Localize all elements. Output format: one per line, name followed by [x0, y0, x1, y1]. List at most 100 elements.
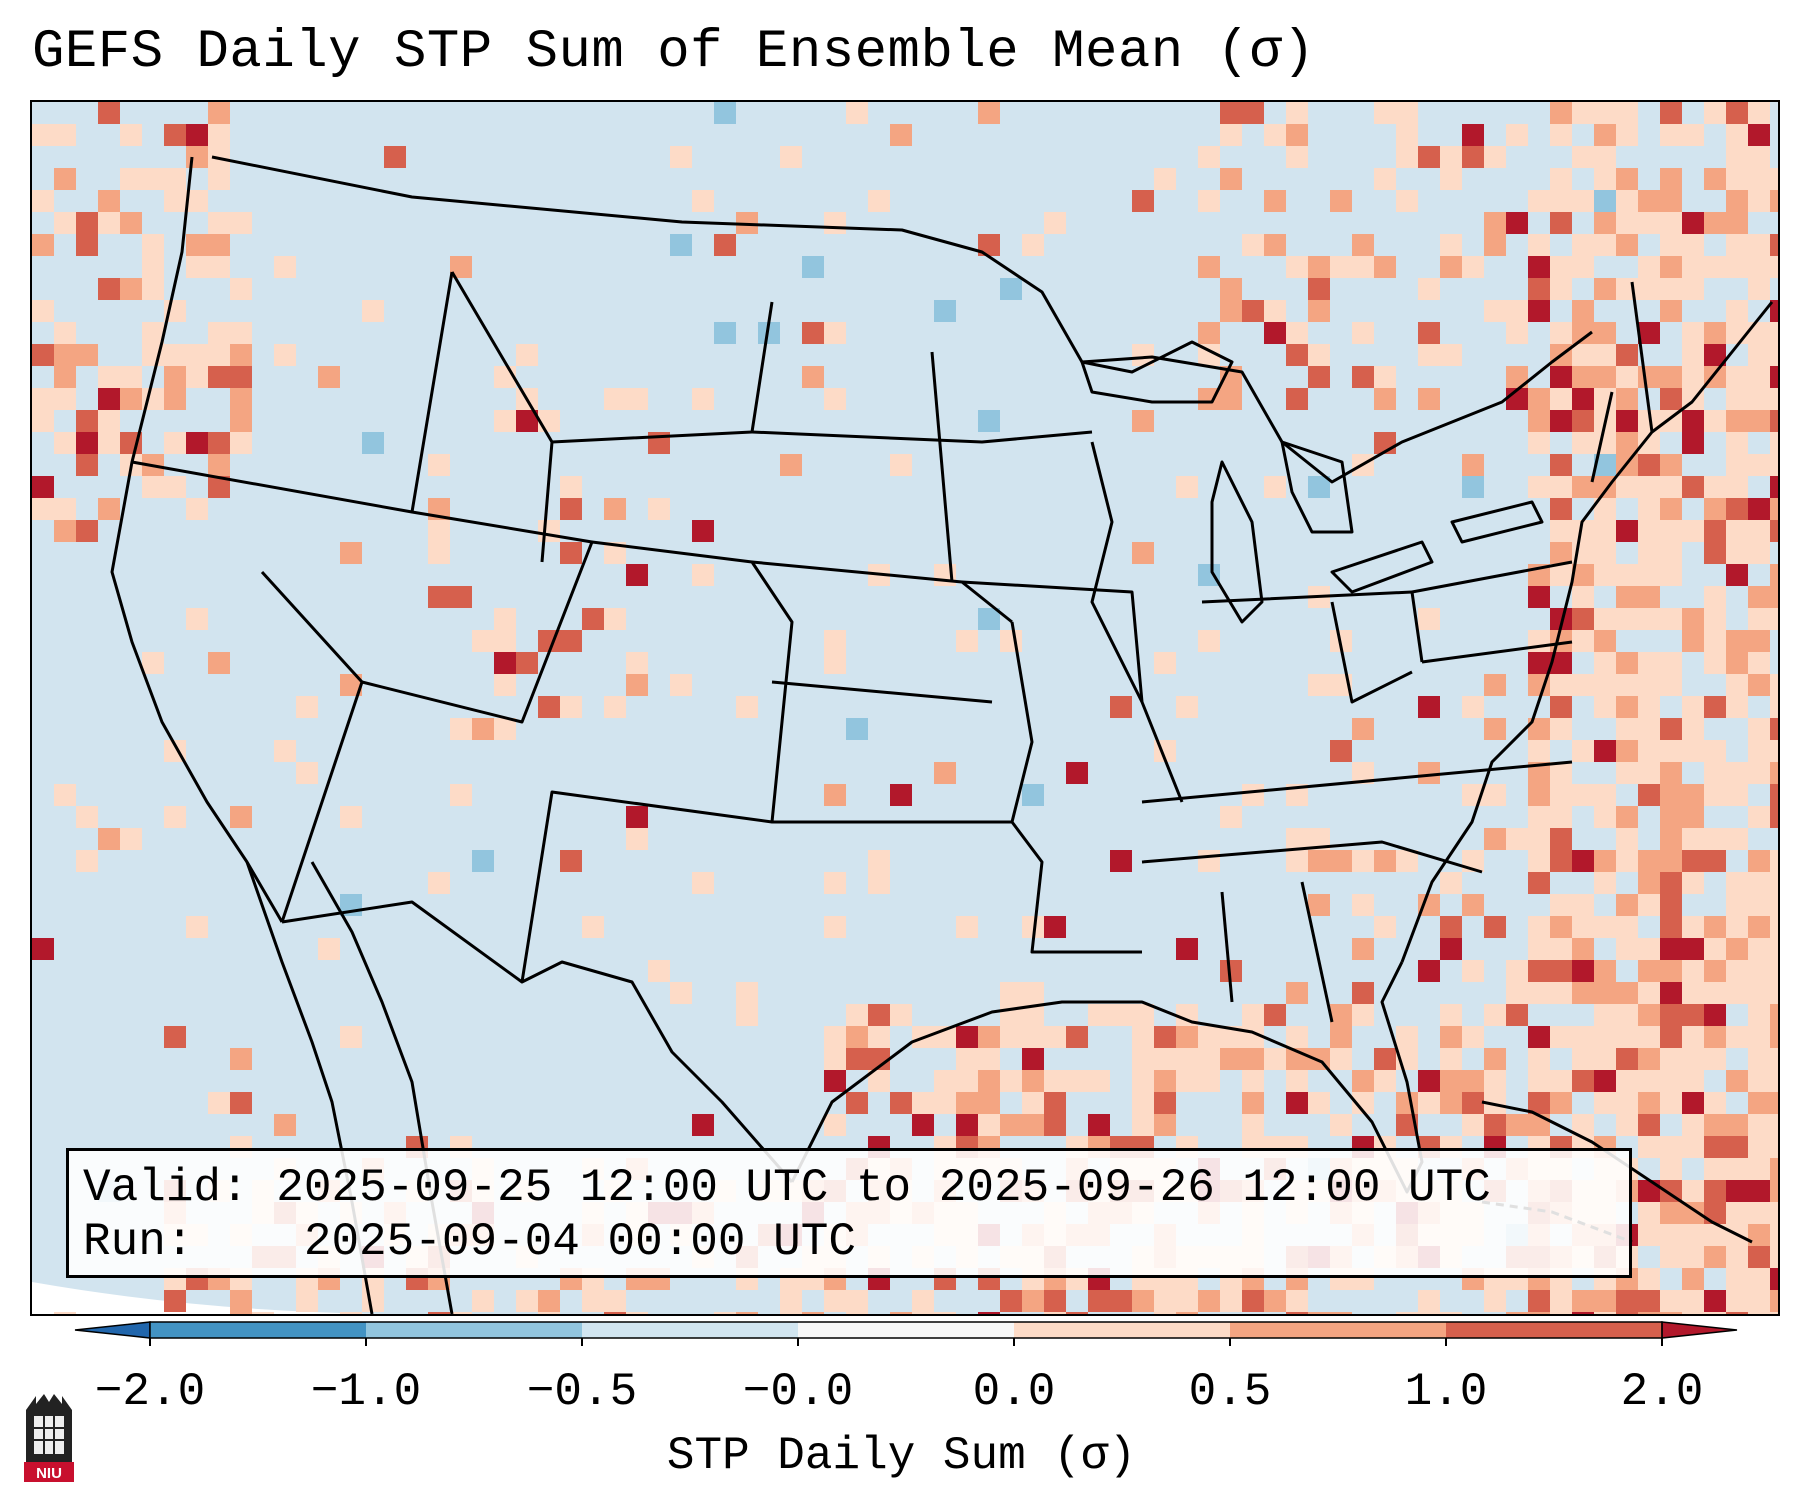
stp-cell — [1638, 454, 1660, 476]
stp-cell — [1638, 938, 1660, 960]
stp-cell — [1462, 476, 1484, 498]
stp-cell — [1396, 1114, 1418, 1136]
stp-cell — [1396, 1092, 1418, 1114]
stp-cell — [1616, 762, 1638, 784]
stp-cell — [1000, 630, 1022, 652]
stp-cell — [1440, 234, 1462, 256]
stp-cell — [54, 212, 76, 234]
stp-cell — [1550, 696, 1572, 718]
stp-cell — [1462, 146, 1484, 168]
stp-cell — [1528, 982, 1550, 1004]
stp-cell — [780, 1290, 802, 1312]
stp-cell — [1748, 542, 1770, 564]
stp-cell — [1770, 190, 1778, 212]
colorbar-tick-label: 0.5 — [1188, 1366, 1272, 1418]
stp-cell — [1770, 872, 1778, 894]
stp-cell — [1682, 608, 1704, 630]
stp-cell — [1220, 102, 1242, 124]
stp-cell — [1572, 740, 1594, 762]
stp-cell — [978, 1114, 1000, 1136]
stp-cell — [1660, 542, 1682, 564]
stp-cell — [1660, 1026, 1682, 1048]
stp-cell — [1308, 1312, 1330, 1314]
stp-cell — [1396, 190, 1418, 212]
stp-cell — [1352, 938, 1374, 960]
stp-cell — [1682, 740, 1704, 762]
stp-cell — [142, 234, 164, 256]
stp-cell — [1594, 740, 1616, 762]
stp-cell — [1660, 718, 1682, 740]
stp-cell — [1154, 1070, 1176, 1092]
stp-cell — [1308, 1092, 1330, 1114]
stp-cell — [362, 432, 384, 454]
stp-cell — [1154, 1290, 1176, 1312]
stp-cell — [1748, 1224, 1770, 1246]
stp-cell — [164, 344, 186, 366]
stp-cell — [1572, 1026, 1594, 1048]
stp-cell — [1000, 1070, 1022, 1092]
stp-cell — [1682, 322, 1704, 344]
stp-cell — [1748, 454, 1770, 476]
stp-cell — [1660, 190, 1682, 212]
stp-cell — [1660, 828, 1682, 850]
stp-cell — [1528, 806, 1550, 828]
stp-cell — [1308, 674, 1330, 696]
stp-cell — [1638, 476, 1660, 498]
stp-cell — [428, 454, 450, 476]
stp-cell — [1748, 410, 1770, 432]
stp-cell — [1770, 168, 1778, 190]
stp-cell — [1770, 1268, 1778, 1290]
stp-cell — [846, 1026, 868, 1048]
stp-cell — [1506, 366, 1528, 388]
stp-cell — [934, 1092, 956, 1114]
stp-cell — [1638, 366, 1660, 388]
stp-cell — [1770, 1136, 1778, 1158]
stp-cell — [1682, 1268, 1704, 1290]
stp-cell — [1198, 146, 1220, 168]
stp-cell — [1220, 1290, 1242, 1312]
stp-cell — [890, 454, 912, 476]
stp-cell — [1110, 1004, 1132, 1026]
stp-cell — [494, 674, 516, 696]
stp-cell — [1660, 168, 1682, 190]
stp-cell — [186, 124, 208, 146]
stp-cell — [1550, 1290, 1572, 1312]
stp-cell — [824, 322, 846, 344]
stp-cell — [1374, 256, 1396, 278]
stp-cell — [1682, 1202, 1704, 1224]
stp-cell — [1726, 1202, 1748, 1224]
stp-cell — [1616, 718, 1638, 740]
stp-cell — [1594, 498, 1616, 520]
stp-cell — [1638, 1136, 1660, 1158]
stp-cell — [1660, 300, 1682, 322]
stp-cell — [1660, 1246, 1682, 1268]
stp-cell — [76, 454, 98, 476]
stp-cell — [186, 432, 208, 454]
stp-cell — [868, 1026, 890, 1048]
niu-logo-text: NIU — [36, 1465, 62, 1482]
stp-cell — [1748, 1092, 1770, 1114]
stp-cell — [1462, 1026, 1484, 1048]
stp-cell — [1770, 806, 1778, 828]
stp-cell — [1220, 1026, 1242, 1048]
stp-cell — [1022, 1070, 1044, 1092]
stp-cell — [1770, 454, 1778, 476]
stp-cell — [1242, 102, 1264, 124]
stp-cell — [1352, 1070, 1374, 1092]
stp-cell — [1704, 828, 1726, 850]
stp-cell — [802, 322, 824, 344]
stp-cell — [230, 806, 252, 828]
stp-cell — [1550, 564, 1572, 586]
stp-cell — [758, 322, 780, 344]
stp-cell — [1638, 762, 1660, 784]
stp-cell — [1704, 1202, 1726, 1224]
stp-cell — [1594, 278, 1616, 300]
stp-cell — [1572, 784, 1594, 806]
stp-cell — [1330, 740, 1352, 762]
stp-cell — [1660, 234, 1682, 256]
stp-cell — [1682, 256, 1704, 278]
stp-cell — [1044, 1070, 1066, 1092]
valid-range: 2025-09-25 12:00 UTC to 2025-09-26 12:00… — [276, 1162, 1491, 1214]
valid-row: Valid: 2025-09-25 12:00 UTC to 2025-09-2… — [83, 1161, 1615, 1215]
stp-cell — [1770, 1202, 1778, 1224]
